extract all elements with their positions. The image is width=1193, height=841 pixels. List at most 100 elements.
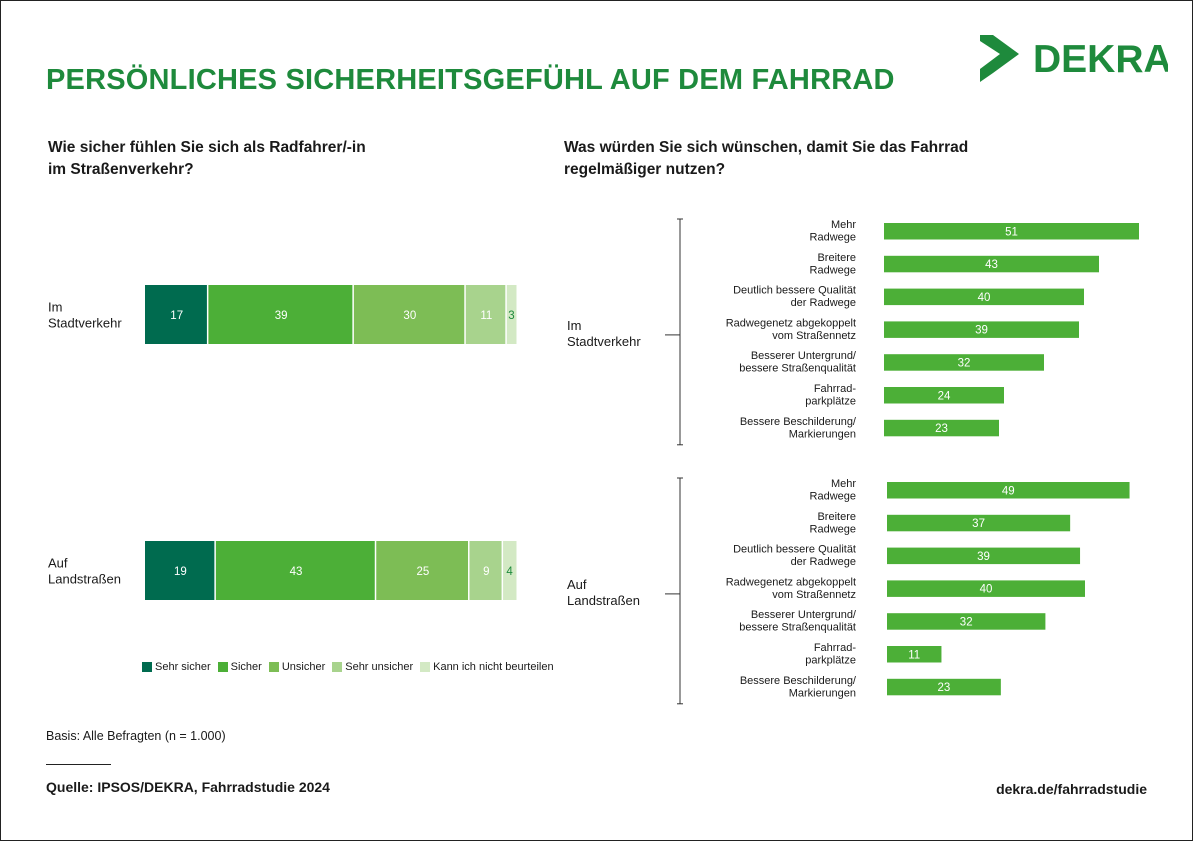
bar — [887, 482, 1130, 499]
item-label: der Radwege — [791, 556, 856, 568]
group-label: Auf — [567, 577, 587, 592]
item-label: Deutlich bessere Qualität — [733, 285, 856, 297]
legend-swatch — [217, 662, 228, 672]
item-label: Fahrrad- — [814, 383, 857, 395]
bar — [884, 387, 1004, 404]
data-label: 32 — [958, 357, 971, 369]
legend-item: Unsicher — [268, 661, 326, 673]
bar — [884, 223, 1139, 240]
bar — [887, 514, 1071, 532]
data-label: 40 — [980, 584, 993, 596]
bar — [887, 678, 1001, 696]
data-label: 25 — [416, 566, 429, 578]
data-label: 17 — [170, 310, 183, 322]
item-label: Radwege — [810, 232, 856, 244]
legend-item: Sehr unsicher — [332, 661, 413, 673]
right-question-line-2: regelmäßiger nutzen? — [564, 161, 726, 178]
bar-segment — [503, 541, 517, 600]
legend-swatch — [332, 662, 343, 672]
bar — [887, 547, 1081, 565]
bar — [884, 354, 1044, 371]
source-note: Quelle: IPSOS/DEKRA, Fahrradstudie 2024 — [46, 779, 330, 795]
legend-label: Sicher — [230, 661, 262, 673]
legend-swatch — [420, 662, 431, 672]
bar — [884, 288, 1084, 306]
bar — [884, 419, 999, 437]
data-label: 11 — [480, 310, 492, 322]
item-label: parkplätze — [805, 396, 856, 408]
item-label: der Radwege — [791, 297, 856, 309]
data-label: 39 — [977, 551, 990, 563]
legend-label: Kann ich nicht beurteilen — [433, 661, 554, 673]
legend-label: Sehr sicher — [155, 661, 211, 673]
item-label: Radwege — [810, 264, 856, 276]
data-label: 30 — [403, 310, 416, 322]
category-label: Landstraßen — [48, 572, 121, 587]
group-label: Im — [567, 318, 581, 333]
bar-segment — [145, 541, 215, 600]
bar-segment — [376, 541, 469, 600]
legend-item: Kann ich nicht beurteilen — [420, 661, 554, 673]
dekra-logo-text: DEKRA — [1033, 38, 1168, 81]
item-label: vom Straßennetz — [772, 330, 856, 342]
item-label: parkplätze — [805, 655, 856, 667]
right-question: Was würden Sie sich wünschen, damit Sie … — [564, 137, 968, 181]
data-label: 37 — [972, 518, 985, 530]
bar — [887, 613, 1046, 630]
data-label: 43 — [290, 566, 303, 578]
data-label: 43 — [985, 259, 998, 271]
item-label: Markierungen — [789, 428, 856, 440]
legend-swatch — [268, 662, 279, 672]
bar-segment — [465, 285, 506, 344]
item-label: Breitere — [817, 511, 856, 523]
data-label: 32 — [960, 616, 973, 628]
item-label: Mehr — [831, 219, 856, 231]
item-label: Markierungen — [789, 687, 856, 699]
dekra-logo: DEKRA — [980, 35, 1168, 82]
data-label: 4 — [506, 566, 513, 578]
item-label: Besserer Untergrund/ — [751, 609, 857, 621]
left-question-line-1: Wie sicher fühlen Sie sich als Radfahrer… — [48, 139, 366, 156]
item-label: Radwege — [810, 491, 856, 503]
bar-segment — [208, 285, 353, 344]
legend: Sehr sicher Sicher Unsicher Sehr unsicher Ka… — [142, 661, 561, 673]
page-title: PERSÖNLICHES SICHERHEITSGEFÜHL AUF DEM F… — [46, 64, 895, 96]
footer-url: dekra.de/fahrradstudie — [996, 781, 1147, 797]
data-label: 9 — [483, 566, 489, 578]
item-label: vom Straßennetz — [772, 589, 856, 601]
data-label: 23 — [938, 682, 951, 694]
dekra-logo-mark — [980, 35, 1019, 82]
item-label: Mehr — [831, 478, 856, 490]
category-label: Stadtverkehr — [48, 316, 122, 331]
bar-segment — [506, 285, 517, 344]
bar-segment — [215, 541, 375, 600]
data-label: 39 — [975, 325, 988, 337]
legend-item: Sehr sicher — [142, 661, 211, 673]
right-question-line-1: Was würden Sie sich wünschen, damit Sie … — [564, 139, 969, 156]
data-label: 23 — [935, 423, 948, 435]
legend-item: Sicher — [217, 661, 262, 673]
legend-label: Sehr unsicher — [345, 661, 414, 673]
item-label: Deutlich bessere Qualität — [733, 544, 856, 556]
bar-segment — [353, 285, 465, 344]
data-label: 24 — [938, 390, 951, 402]
category-label: Im — [48, 300, 62, 315]
bar-segment — [469, 541, 502, 600]
data-label: 49 — [1002, 485, 1015, 497]
item-label: Radwege — [810, 523, 856, 535]
bar — [887, 646, 942, 663]
data-label: 51 — [1005, 226, 1018, 238]
bar-segment — [145, 285, 207, 344]
basis-note: Basis: Alle Befragten (n = 1.000) — [46, 729, 226, 743]
legend-label: Unsicher — [281, 661, 326, 673]
item-label: Besserer Untergrund/ — [751, 350, 857, 362]
group-label: Landstraßen — [567, 593, 640, 608]
item-label: bessere Straßenqualität — [739, 622, 856, 634]
data-label: 19 — [174, 566, 187, 578]
data-label: 39 — [275, 310, 288, 322]
